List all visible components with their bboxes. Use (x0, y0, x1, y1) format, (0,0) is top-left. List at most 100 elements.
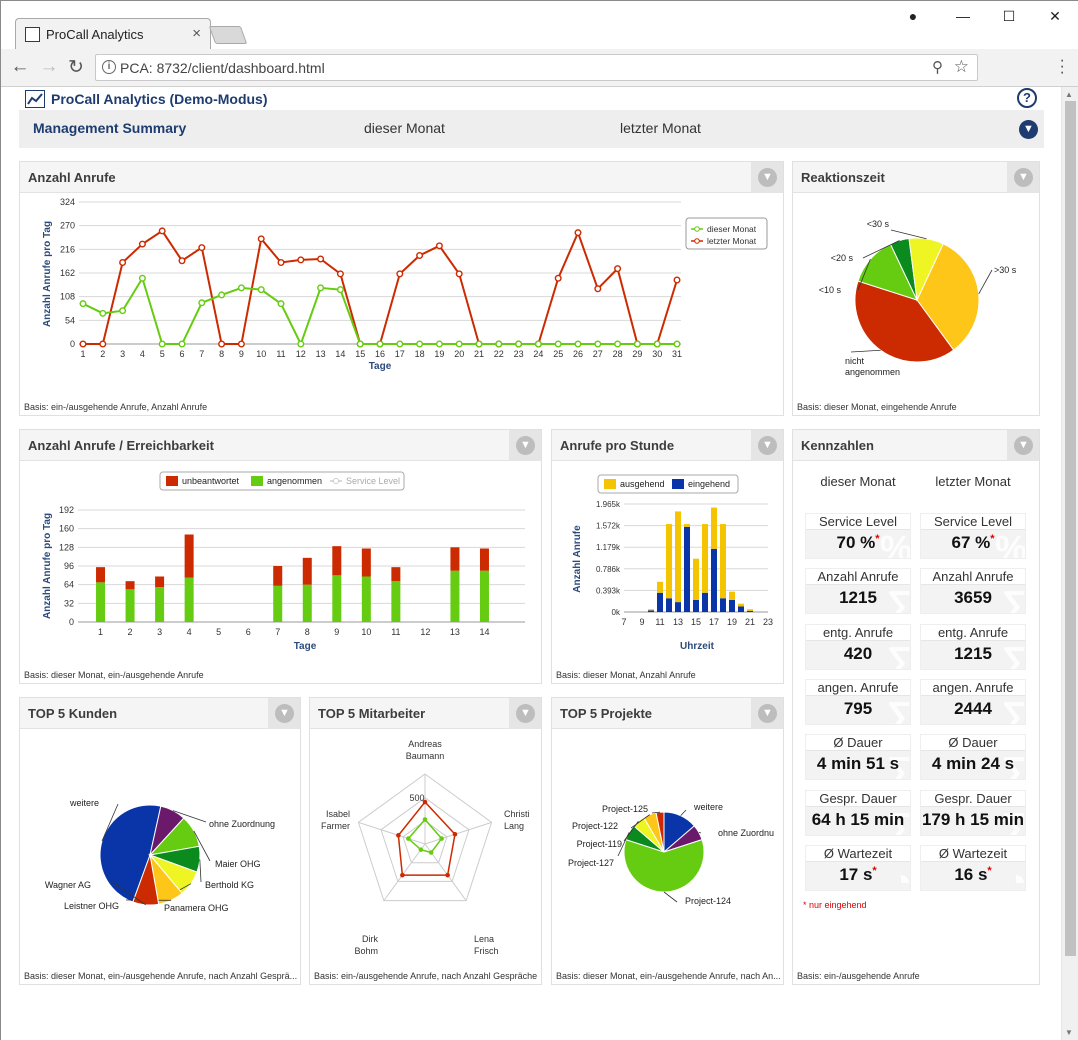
kpi-value-text: 64 h 15 min (811, 810, 905, 829)
bar-unbeantwortet (155, 576, 165, 587)
radar-axis-label: Frisch (474, 946, 499, 956)
label-connector (110, 880, 146, 906)
bar-unbeantwortet (479, 548, 489, 571)
kpi-box: ∑ Gespr. Dauer 179 h 15 min (920, 790, 1026, 836)
forward-arrow-icon[interactable]: → (39, 56, 59, 77)
info-icon[interactable]: i (102, 60, 116, 74)
kpi-value-text: 70 % (836, 533, 876, 552)
radar-axis-label: Dirk (362, 934, 378, 944)
pie-label: Project-124 (685, 896, 731, 906)
pie-slice (99, 804, 162, 903)
kpi-watermark-icon: ∑ (886, 639, 911, 670)
x-tick-label: 16 (375, 349, 385, 359)
panel-anzahl-anrufe: Anzahl Anrufe ▼ 0 54 108 162 216 270 324 1 2 3 4 5 6… (19, 161, 784, 416)
panel-toggle-button[interactable]: ▼ (1007, 162, 1039, 193)
label-connector (680, 809, 687, 816)
kpi-label: angen. Anrufe (921, 680, 1025, 696)
management-summary-bar[interactable]: Management Summary dieser Monat letzter … (19, 110, 1044, 148)
legend-label: Service Level (346, 476, 400, 486)
x-tick-label: 10 (361, 627, 371, 637)
summary-title: Management Summary (33, 120, 187, 136)
bar-unbeantwortet (96, 567, 106, 583)
vertical-scrollbar[interactable]: ▲ ▼ (1061, 87, 1078, 1040)
radar-tick-label: 500 (409, 793, 424, 803)
bar-angenommen (332, 575, 342, 622)
panel-toggle-button[interactable]: ▼ (751, 698, 783, 729)
x-tick-label: 8 (219, 349, 224, 359)
pie-label: ohne Zuordnu (718, 828, 774, 838)
data-point (297, 340, 305, 348)
panel-toggle-button[interactable]: ▼ (751, 430, 783, 461)
kpi-label: Ø Wartezeit (806, 846, 910, 862)
x-tick-label: 3 (157, 627, 162, 637)
x-tick-label: 11 (655, 617, 664, 627)
y-tick-label: 1.572k (596, 522, 621, 531)
data-point (277, 258, 285, 266)
x-tick-label: 2 (100, 349, 105, 359)
panel-toggle-button[interactable]: ▼ (751, 162, 783, 193)
x-tick-label: 12 (420, 627, 430, 637)
panel-header: Anzahl Anrufe ▼ (20, 162, 783, 193)
close-window-button[interactable]: ✕ (1049, 8, 1061, 24)
profile-icon[interactable]: ● (908, 8, 918, 24)
minimize-button[interactable]: — (956, 8, 970, 24)
bar-eingehend (738, 606, 744, 612)
data-point (673, 276, 681, 284)
scroll-down-arrow-icon[interactable]: ▼ (1065, 1028, 1073, 1037)
label-connector (850, 349, 881, 353)
data-point (396, 270, 404, 278)
kpi-footnote-text: nur eingehend (809, 900, 867, 910)
panel-header: TOP 5 Kunden ▼ (20, 698, 300, 729)
maximize-button[interactable]: ☐ (1002, 8, 1016, 24)
tab-title: ProCall Analytics (46, 27, 144, 42)
data-point (673, 340, 681, 348)
chevron-down-icon[interactable]: ▼ (1019, 120, 1038, 139)
pie-chart-top5-projekte: weitere ohne Zuordnu Project-124 Project-12… (568, 802, 774, 906)
data-point (594, 340, 602, 348)
address-bar[interactable]: i PCA: 8732/client/dashboard.html ⚲ ☆ (95, 54, 978, 81)
close-tab-icon[interactable]: × (192, 25, 201, 42)
y-tick-label: 1.179k (596, 543, 621, 552)
panel-toggle-button[interactable]: ▼ (268, 698, 300, 729)
bookmark-star-icon[interactable]: ☆ (953, 57, 969, 76)
panel-toggle-button[interactable]: ▼ (509, 698, 541, 729)
data-point (653, 340, 661, 348)
kpi-value: 795 (806, 699, 910, 719)
kpi-label: angen. Anrufe (806, 680, 910, 696)
bar-angenommen (450, 570, 460, 622)
label-connector (101, 803, 119, 842)
reload-icon[interactable]: ↻ (68, 57, 84, 78)
browser-menu-icon[interactable]: · · · (1059, 50, 1065, 81)
kpi-watermark-icon: ◔ (890, 860, 911, 891)
kpi-label: Service Level (806, 514, 910, 530)
kpi-asterisk: * (987, 865, 992, 877)
help-button[interactable]: ? (1017, 88, 1037, 108)
panel-toggle-button[interactable]: ▼ (509, 430, 541, 461)
radar-series (407, 818, 443, 854)
panel-title: Anzahl Anrufe (28, 170, 116, 185)
x-tick-label: 1 (98, 627, 103, 637)
panel-title: TOP 5 Kunden (28, 706, 118, 721)
scrollbar-thumb[interactable] (1065, 101, 1076, 956)
kpi-label: Ø Wartezeit (921, 846, 1025, 862)
zoom-icon[interactable]: ⚲ (932, 59, 943, 76)
legend-box (685, 217, 768, 250)
legend-marker (694, 238, 700, 244)
y-tick-label: 0.786k (596, 565, 621, 574)
legend-swatch (251, 476, 263, 486)
series-line (82, 275, 677, 347)
pie-label: Maier OHG (215, 859, 261, 869)
data-point (554, 274, 562, 282)
scroll-up-arrow-icon[interactable]: ▲ (1065, 90, 1073, 99)
back-arrow-icon[interactable]: ← (10, 56, 30, 77)
bar-unbeantwortet (332, 546, 342, 576)
browser-tab[interactable]: ProCall Analytics × (15, 18, 211, 49)
x-tick-label: 21 (745, 617, 755, 627)
data-point (574, 340, 582, 348)
kpi-watermark-icon: ∑ (886, 805, 911, 836)
data-point (356, 340, 364, 348)
label-connector (651, 811, 661, 814)
panel-toggle-button[interactable]: ▼ (1007, 430, 1039, 461)
radar-point (396, 833, 401, 838)
new-tab-button[interactable] (208, 26, 248, 44)
